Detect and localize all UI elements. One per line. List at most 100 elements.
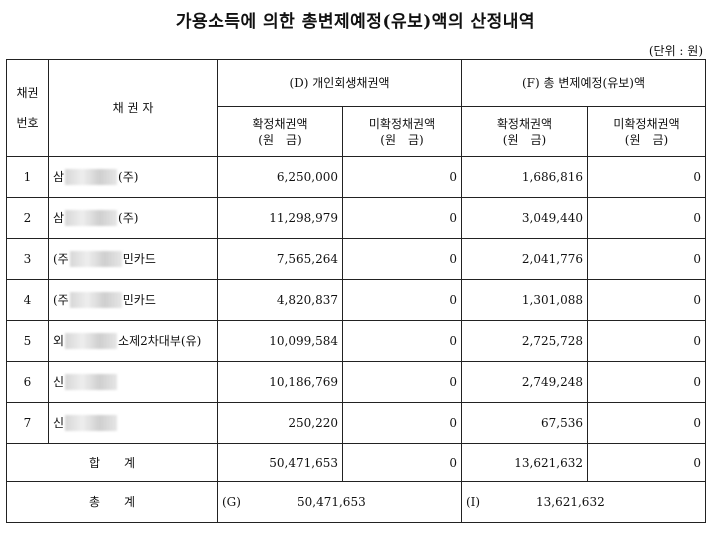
header-f-unconfirmed: 미확정채권액 (원 금) (586, 106, 707, 157)
redacted-mask (65, 210, 118, 227)
total-i-tag: (I) (466, 495, 481, 509)
creditor-suffix: 소제2차대부(유) (118, 333, 202, 348)
subtotal-f-unconfirmed: 0 (586, 443, 707, 482)
header-f-confirmed-label: 확정채권액 (496, 116, 553, 131)
creditor-prefix: 삼 (53, 210, 65, 225)
header-row-sub: 확정채권액 (원 금) 미확정채권액 (원 금) 확정채권액 (원 금) 미확정… (7, 106, 707, 157)
row-d-unconfirmed: 0 (342, 156, 462, 198)
creditor-prefix: 삼 (53, 169, 65, 184)
creditor-suffix: 민카드 (122, 292, 156, 307)
header-d-unconfirmed: 미확정채권액 (원 금) (342, 106, 462, 157)
header-row-top: 채권 번호 채 권 자 (D) 개인회생채권액 (F) 총 변제예정(유보)액 (6, 59, 707, 157)
total-i-value: 13,621,632 (536, 495, 605, 509)
row-f-unconfirmed: 0 (586, 402, 707, 444)
redacted-mask (65, 169, 118, 186)
creditor-prefix: 신 (53, 415, 65, 430)
table-body: 1 삼 (주) 6,250,000 0 1,686,816 0 2 삼 (주) 11… (6, 156, 707, 523)
unit-note: (단위 : 원) (648, 44, 703, 58)
redacted-mask (69, 251, 122, 268)
row-f-confirmed: 2,725,728 (461, 320, 588, 362)
row-f-unconfirmed: 0 (586, 361, 707, 403)
total-row: 총 계 (G) 50,471,653 (I) 13,621,632 (6, 481, 707, 523)
calculation-table: 채권 번호 채 권 자 (D) 개인회생채권액 (F) 총 변제예정(유보)액 … (6, 59, 707, 523)
subtotal-f-confirmed: 13,621,632 (461, 443, 588, 482)
table-row: 2 삼 (주) 11,298,979 0 3,049,440 0 (6, 197, 707, 239)
table-row: 3 (주 민카드 7,565,264 0 2,041,776 0 (6, 238, 707, 280)
row-f-confirmed: 1,301,088 (461, 279, 588, 321)
row-f-confirmed: 3,049,440 (461, 197, 588, 239)
row-creditor: (주 민카드 (48, 238, 218, 280)
row-d-unconfirmed: 0 (342, 238, 462, 280)
row-creditor: 삼 (주) (48, 197, 218, 239)
row-creditor: (주 민카드 (48, 279, 218, 321)
row-d-confirmed: 6,250,000 (217, 156, 343, 198)
row-no: 5 (6, 320, 49, 362)
creditor-prefix: (주 (53, 292, 69, 307)
redacted-mask (69, 292, 122, 309)
header-f-confirmed-won: (원 금) (502, 132, 547, 147)
header-f-unconfirmed-won: (원 금) (624, 132, 669, 147)
header-f-unconfirmed-label: 미확정채권액 (613, 116, 680, 131)
table-row: 6 신 10,186,769 0 2,749,248 0 (6, 361, 707, 403)
row-no: 7 (6, 402, 49, 444)
creditor-suffix: (주) (118, 210, 139, 225)
row-no: 6 (6, 361, 49, 403)
row-creditor: 외 소제2차대부(유) (48, 320, 218, 362)
row-d-confirmed: 4,820,837 (217, 279, 343, 321)
header-no-line2: 번호 (16, 116, 39, 130)
header-creditor: 채 권 자 (48, 59, 218, 157)
row-d-confirmed: 10,099,584 (217, 320, 343, 362)
row-creditor: 신 (48, 361, 218, 403)
row-f-unconfirmed: 0 (586, 238, 707, 280)
row-f-confirmed: 2,749,248 (461, 361, 588, 403)
row-no: 4 (6, 279, 49, 321)
row-d-confirmed: 250,220 (217, 402, 343, 444)
document-title: 가용소득에 의한 총변제예정(유보)액의 산정내역 (175, 12, 536, 32)
redacted-mask (65, 333, 118, 350)
row-f-unconfirmed: 0 (586, 279, 707, 321)
subtotal-d-confirmed: 50,471,653 (217, 443, 343, 482)
total-i-cell: (I) 13,621,632 (460, 481, 707, 523)
table-row: 5 외 소제2차대부(유) 10,099,584 0 2,725,728 0 (6, 320, 707, 362)
creditor-suffix: 민카드 (122, 251, 156, 266)
header-group-f: (F) 총 변제예정(유보)액 (460, 59, 707, 107)
table-row: 1 삼 (주) 6,250,000 0 1,686,816 0 (6, 156, 707, 198)
subtotal-label: 합 계 (6, 443, 218, 482)
row-d-unconfirmed: 0 (342, 402, 462, 444)
header-group-d: (D) 개인회생채권액 (217, 59, 462, 107)
redacted-mask (65, 374, 118, 391)
header-d-confirmed: 확정채권액 (원 금) (217, 106, 343, 157)
row-d-unconfirmed: 0 (342, 320, 462, 362)
row-no: 3 (6, 238, 49, 280)
subtotal-d-unconfirmed: 0 (342, 443, 462, 482)
header-f-confirmed: 확정채권액 (원 금) (461, 106, 588, 157)
total-label: 총 계 (6, 481, 218, 523)
table-row: 7 신 250,220 0 67,536 0 (6, 402, 707, 444)
row-f-unconfirmed: 0 (586, 320, 707, 362)
table-row: 4 (주 민카드 4,820,837 0 1,301,088 0 (6, 279, 707, 321)
creditor-suffix: (주) (118, 169, 139, 184)
header-d-unconfirmed-won: (원 금) (380, 132, 424, 147)
creditor-prefix: 신 (53, 374, 65, 389)
creditor-prefix: 외 (53, 333, 65, 348)
row-f-unconfirmed: 0 (586, 156, 707, 198)
row-d-unconfirmed: 0 (342, 279, 462, 321)
redacted-mask (65, 415, 118, 432)
row-d-confirmed: 7,565,264 (217, 238, 343, 280)
row-d-unconfirmed: 0 (342, 361, 462, 403)
creditor-prefix: (주 (53, 251, 69, 266)
row-d-confirmed: 11,298,979 (217, 197, 343, 239)
subtotal-row: 합 계 50,471,653 0 13,621,632 0 (6, 443, 707, 482)
row-d-confirmed: 10,186,769 (217, 361, 343, 403)
row-no: 2 (6, 197, 49, 239)
header-no: 채권 번호 (6, 59, 49, 157)
row-creditor: 신 (48, 402, 218, 444)
row-creditor: 삼 (주) (48, 156, 218, 198)
total-g-cell: (G) 50,471,653 (217, 481, 462, 523)
row-f-confirmed: 67,536 (461, 402, 588, 444)
row-no: 1 (6, 156, 49, 198)
row-f-confirmed: 1,686,816 (461, 156, 588, 198)
total-g-value: 50,471,653 (297, 495, 366, 509)
total-g-tag: (G) (222, 495, 241, 509)
header-d-confirmed-label: 확정채권액 (252, 116, 308, 131)
